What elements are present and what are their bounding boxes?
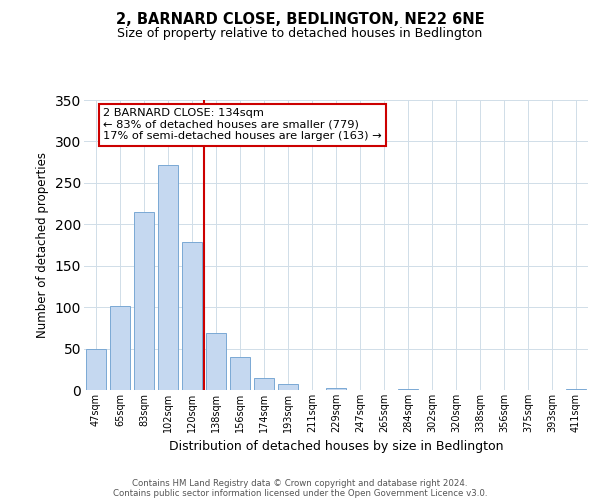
Text: 2, BARNARD CLOSE, BEDLINGTON, NE22 6NE: 2, BARNARD CLOSE, BEDLINGTON, NE22 6NE (116, 12, 484, 28)
Text: Contains public sector information licensed under the Open Government Licence v3: Contains public sector information licen… (113, 488, 487, 498)
Bar (254, 378, 274, 390)
Bar (182, 242, 202, 390)
Text: 2 BARNARD CLOSE: 134sqm
← 83% of detached houses are smaller (779)
17% of semi-d: 2 BARNARD CLOSE: 134sqm ← 83% of detache… (103, 108, 382, 142)
X-axis label: Distribution of detached houses by size in Bedlington: Distribution of detached houses by size … (169, 440, 503, 454)
Bar (86, 350, 106, 390)
Bar (566, 389, 586, 390)
Bar (278, 384, 298, 390)
Text: Size of property relative to detached houses in Bedlington: Size of property relative to detached ho… (118, 28, 482, 40)
Bar (158, 164, 178, 390)
Bar (326, 388, 346, 390)
Bar (230, 357, 250, 390)
Y-axis label: Number of detached properties: Number of detached properties (36, 152, 49, 338)
Bar (206, 333, 226, 390)
Bar (134, 212, 154, 390)
Bar (398, 389, 418, 390)
Text: Contains HM Land Registry data © Crown copyright and database right 2024.: Contains HM Land Registry data © Crown c… (132, 478, 468, 488)
Bar (110, 306, 130, 390)
